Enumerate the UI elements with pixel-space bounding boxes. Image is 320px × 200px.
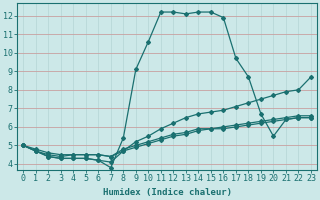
- X-axis label: Humidex (Indice chaleur): Humidex (Indice chaleur): [103, 188, 232, 197]
